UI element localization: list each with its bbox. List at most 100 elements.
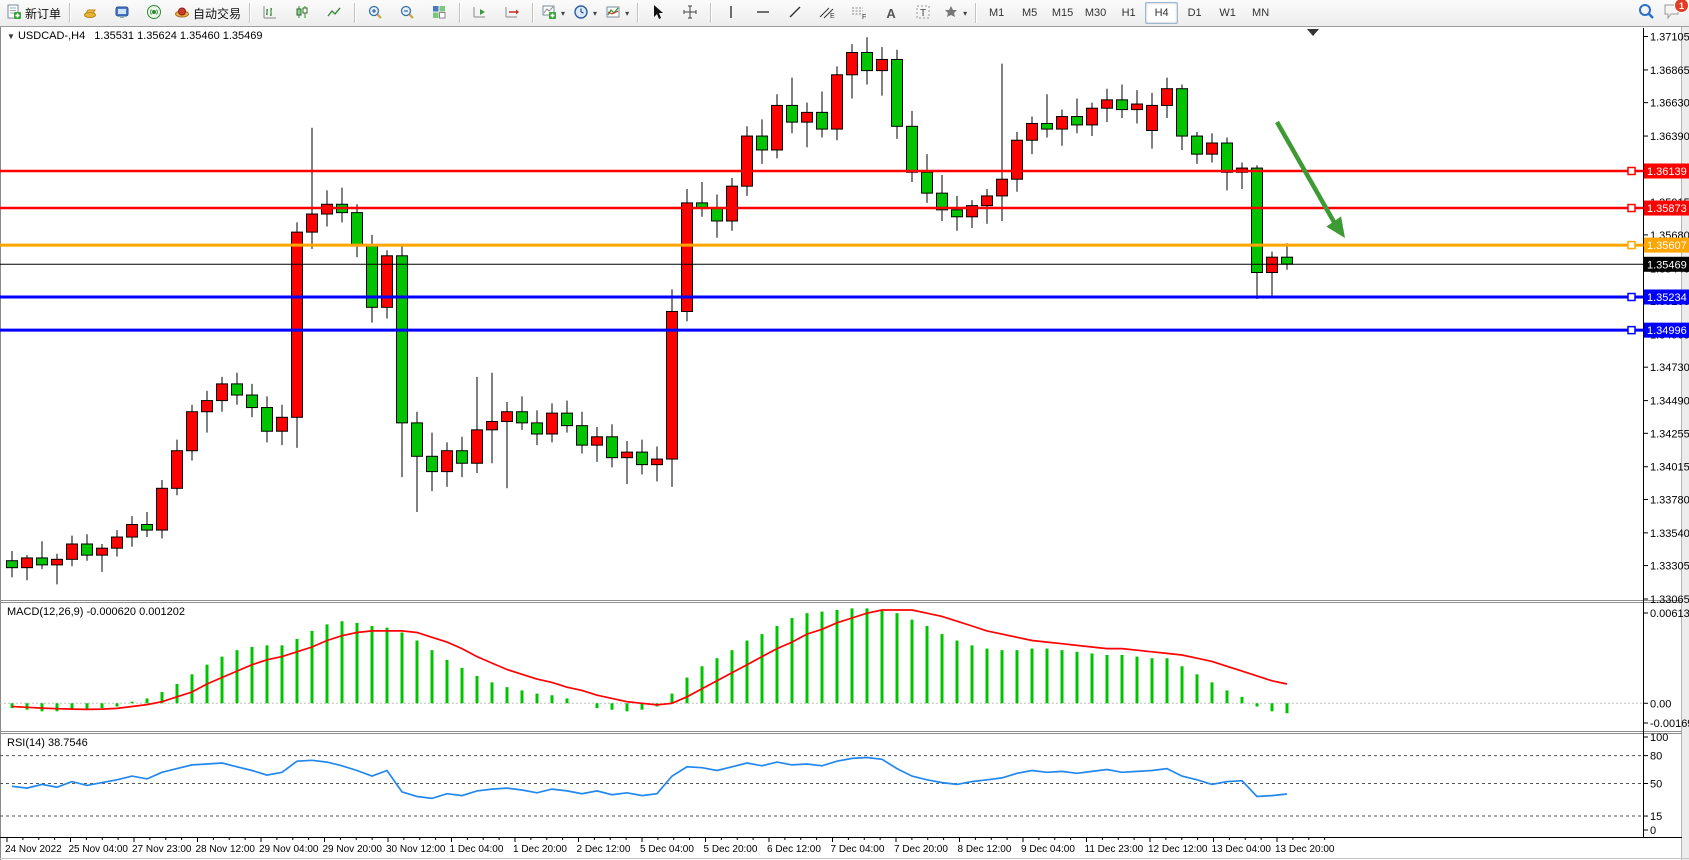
annotation-arrow-head[interactable] [1326, 216, 1345, 238]
bar-chart-icon [262, 4, 278, 23]
zoom-out-icon [399, 4, 415, 23]
crosshair-button[interactable] [674, 1, 706, 25]
terminal-button[interactable] [106, 1, 138, 25]
tile-windows-button[interactable] [423, 1, 455, 25]
vertical-line-button[interactable] [715, 1, 747, 25]
candle-body [96, 547, 108, 556]
candle-body [1251, 167, 1263, 273]
rsi-axis-label: 80 [1650, 751, 1662, 763]
zoom-in-button[interactable] [359, 1, 391, 25]
time-axis-label: 12 Dec 12:00 [1148, 844, 1208, 855]
candle-body [861, 52, 873, 72]
bar-chart-button[interactable] [254, 1, 286, 25]
separator [637, 3, 639, 23]
zoom-out-button[interactable] [391, 1, 423, 25]
time-axis-label: 28 Nov 12:00 [196, 844, 256, 855]
candle-body [831, 74, 843, 130]
timeframe-m1[interactable]: M1 [988, 7, 1005, 19]
chart-shift-button[interactable] [496, 1, 528, 25]
cursor-button[interactable] [642, 1, 674, 25]
candle-body [291, 231, 303, 418]
search-icon[interactable] [1637, 2, 1655, 23]
svg-text:F: F [862, 14, 866, 20]
timeframe-d1[interactable]: D1 [1187, 7, 1202, 19]
new-chart-button[interactable]: ▾ [537, 1, 569, 25]
price-tick-label: 1.37105 [1650, 32, 1689, 44]
terminal-icon [114, 4, 130, 23]
resistance-line-1-handle[interactable] [1627, 166, 1636, 176]
annotation-arrow[interactable] [1275, 120, 1336, 224]
separator [249, 3, 251, 23]
rsi-axis-label: 50 [1650, 779, 1662, 791]
fibonacci-button[interactable]: F [843, 1, 875, 25]
pivot-line-orange-handle[interactable] [1627, 240, 1636, 250]
candle-body [156, 487, 168, 531]
macd-signal-line [11, 609, 1288, 711]
new-order-button[interactable]: 新订单 [2, 1, 65, 25]
candle-body [681, 202, 693, 312]
timeframe-m15[interactable]: M15 [1051, 7, 1074, 19]
line-chart-button[interactable] [318, 1, 350, 25]
timeframe-m30[interactable]: M30 [1084, 7, 1107, 19]
text-button[interactable]: A [875, 1, 907, 25]
text-label-button[interactable]: T [907, 1, 939, 25]
horizontal-line-button[interactable] [747, 1, 779, 25]
channel-button[interactable]: E [811, 1, 843, 25]
zoom-in-icon [367, 4, 383, 23]
time-axis-label: 11 Dec 23:00 [1085, 844, 1144, 855]
macd-name: MACD(12,26,9) [7, 606, 84, 618]
timeframe-w1[interactable]: W1 [1219, 7, 1236, 19]
gold-button[interactable] [74, 1, 106, 25]
candle-body [231, 383, 243, 396]
candle-body [651, 458, 663, 466]
support-line-1-handle[interactable] [1627, 292, 1636, 302]
candle-body [936, 192, 948, 211]
separator [354, 3, 356, 23]
candle-body [1101, 99, 1113, 109]
resistance-line-2-handle[interactable] [1627, 203, 1636, 213]
timeframe-m5[interactable]: M5 [1021, 7, 1038, 19]
chevron-down-icon: ▾ [593, 8, 598, 18]
support-line-2-handle[interactable] [1627, 325, 1636, 335]
signal-button[interactable] [138, 1, 170, 25]
rsi-value: 38.7546 [47, 737, 88, 749]
symbol-dropdown-icon[interactable]: ▼ [7, 32, 15, 41]
resistance-line-2-price-label [1644, 200, 1689, 216]
cursor-icon [651, 4, 665, 23]
arrow-objects-button[interactable]: ▾ [939, 1, 971, 25]
candle-body [456, 450, 468, 464]
timeframe-h1[interactable]: H1 [1121, 7, 1136, 19]
candle-body [186, 411, 198, 452]
symbol-period-label: USDCAD-,H4 [17, 30, 86, 42]
tile-windows-icon [431, 4, 447, 23]
indicators-button[interactable]: ▾ [601, 1, 633, 25]
candle-body [1191, 135, 1203, 155]
price-tick-label: 1.36865 [1650, 65, 1689, 77]
price-tick-label: 1.33065 [1650, 594, 1689, 606]
candle-body [111, 536, 123, 549]
notifications-button[interactable]: 1 [1663, 0, 1689, 23]
candle-body [516, 411, 528, 424]
new-order-label: 新订单 [25, 6, 62, 21]
trendline-button[interactable] [779, 1, 811, 25]
candle-body [711, 207, 723, 222]
auto-scroll-button[interactable] [464, 1, 496, 25]
chart-background [0, 27, 1689, 860]
candle-body [561, 412, 573, 427]
candle-body [726, 185, 738, 222]
new-order-icon [6, 4, 22, 23]
autotrade-button[interactable]: 自动交易 [170, 1, 245, 25]
horizontal-line-icon [755, 4, 771, 23]
trendline-icon [787, 4, 803, 23]
price-tick-label: 1.34255 [1650, 428, 1689, 440]
periods-button[interactable]: ▾ [569, 1, 601, 25]
timeframe-mn[interactable]: MN [1252, 7, 1270, 19]
timeframe-h4[interactable]: H4 [1145, 2, 1179, 24]
svg-text:T: T [920, 8, 926, 19]
candle-body [6, 560, 18, 569]
time-axis-label: 25 Nov 04:00 [69, 844, 129, 855]
candle-body [591, 436, 603, 446]
candlestick-chart-button[interactable] [286, 1, 318, 25]
chart-shift-marker[interactable] [1307, 29, 1319, 36]
